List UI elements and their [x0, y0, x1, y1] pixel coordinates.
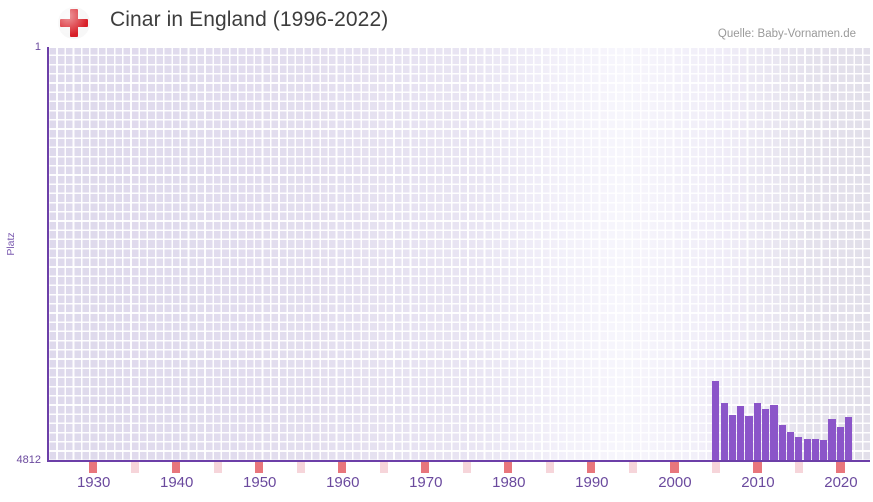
x-axis-label: 1960: [326, 474, 360, 491]
x-axis-tick: [628, 462, 637, 473]
plot-area: [48, 48, 870, 461]
x-axis-line: [47, 460, 870, 462]
x-axis-tick: [421, 462, 430, 473]
x-axis-tick: [587, 462, 596, 473]
x-axis-tick: [338, 462, 347, 473]
bar: [828, 418, 836, 461]
bar: [745, 416, 753, 461]
bar: [712, 381, 720, 461]
y-axis-line: [47, 47, 49, 462]
bar-series: [48, 48, 870, 461]
x-axis-label: 1930: [76, 474, 111, 491]
bar: [778, 424, 786, 461]
bar: [795, 436, 803, 461]
x-axis-tick: [794, 462, 804, 473]
x-axis-tick: [545, 462, 554, 473]
x-axis-tick: [670, 462, 679, 473]
x-axis-tick: [130, 462, 139, 473]
x-axis-tick: [213, 462, 222, 473]
x-axis-tick: [296, 462, 305, 473]
x-axis-label: 2010: [741, 474, 775, 491]
bar: [845, 417, 853, 461]
x-axis-ticks: [0, 462, 873, 474]
bar: [737, 405, 745, 461]
x-axis-label: 1980: [492, 474, 526, 491]
bar: [820, 439, 828, 461]
y-axis-title: Platz: [5, 232, 17, 256]
chart-title: Cinar in England (1996-2022): [110, 8, 389, 31]
x-axis-label: 1950: [243, 474, 277, 491]
x-axis-tick: [462, 462, 471, 473]
x-axis-label: 1970: [409, 474, 443, 491]
x-axis-labels: 1930 1940 1950 1960 1970 1980 1990 2000 2010 2020: [0, 474, 873, 498]
bar: [786, 431, 795, 461]
source-attribution: Quelle: Baby-Vornamen.de: [717, 28, 856, 40]
bar: [770, 405, 778, 461]
bar: [836, 427, 844, 461]
y-axis-tick-top: 1: [34, 41, 41, 53]
bar: [762, 409, 770, 461]
flag-gloss: [58, 7, 90, 39]
bar: [803, 438, 811, 461]
x-axis-label: 2000: [658, 474, 692, 491]
x-axis-tick: [89, 462, 98, 473]
x-axis-tick: [379, 462, 388, 473]
x-axis-label: 1990: [575, 474, 609, 491]
x-axis-label: 1940: [160, 474, 194, 491]
bar: [811, 439, 820, 461]
x-axis-tick: [753, 462, 762, 473]
x-axis-tick: [172, 462, 181, 473]
x-axis-tick: [836, 462, 845, 473]
x-axis-tick: [711, 462, 721, 473]
x-axis-tick: [504, 462, 513, 473]
y-axis-tick-bottom: 4812: [16, 454, 41, 466]
bar: [753, 403, 761, 461]
x-axis-label: 2020: [824, 474, 858, 491]
bar: [728, 415, 737, 461]
bar: [720, 402, 728, 461]
x-axis-tick: [255, 462, 264, 473]
england-flag-icon: [58, 7, 90, 39]
